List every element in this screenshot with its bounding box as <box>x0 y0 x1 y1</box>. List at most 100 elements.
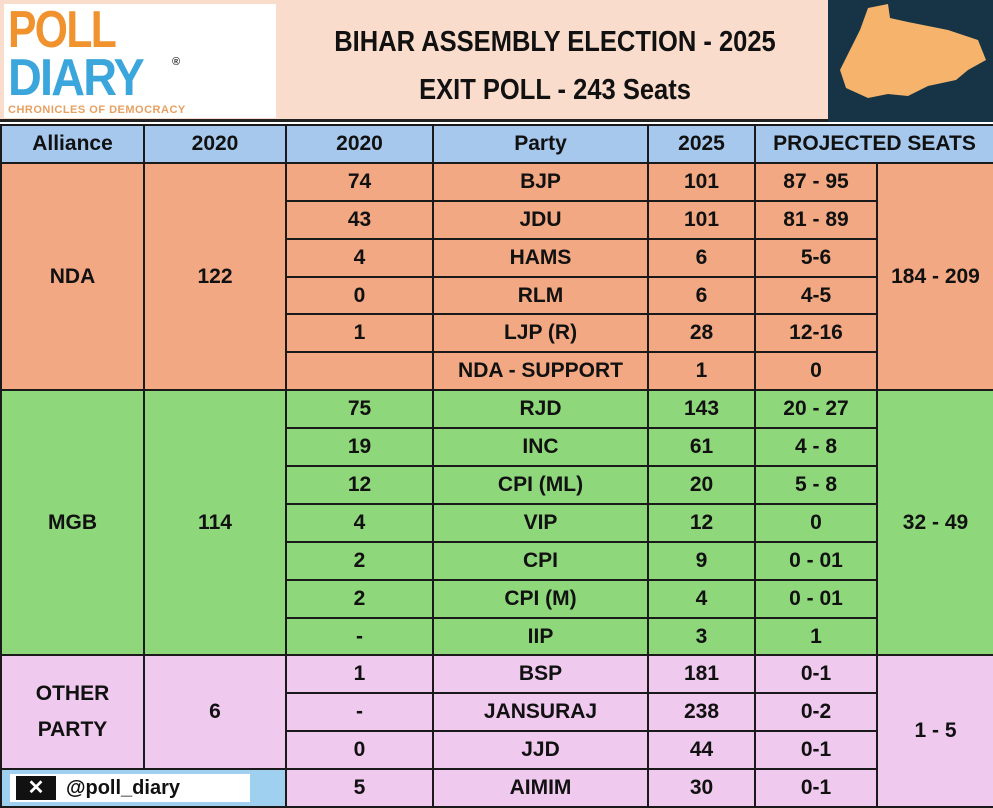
party-projected: 81 - 89 <box>754 199 878 240</box>
table-row: 4 VIP 12 0 <box>1 502 993 543</box>
table-row: 1 LJP (R) 28 12-16 <box>1 313 993 354</box>
logo-tagline: CHRONICLES OF DEMOCRACY <box>8 104 186 116</box>
col-2025: 2025 <box>647 124 756 164</box>
party-2020-seats: 1 <box>285 654 434 695</box>
party-2025-contest: 9 <box>647 540 756 581</box>
party-2025-contest: 12 <box>647 502 756 543</box>
party-2025-contest: 1 <box>647 351 756 392</box>
party-2020-seats: - <box>285 616 434 657</box>
party-projected: 0-2 <box>754 692 878 733</box>
header-banner: POLL DIARY ® CHRONICLES OF DEMOCRACY BIH… <box>0 0 993 122</box>
table-row: 43 JDU 101 81 - 89 <box>1 199 993 240</box>
party-2020-seats: 19 <box>285 427 434 468</box>
col-2020-party: 2020 <box>285 124 434 164</box>
party-name: CPI (ML) <box>432 465 649 505</box>
table-row: ✕ @poll_diary 5 AIMIM 30 0-1 <box>0 768 993 808</box>
twitter-handle[interactable]: ✕ @poll_diary <box>0 768 287 808</box>
party-2020-seats: 2 <box>285 578 434 619</box>
party-projected: 87 - 95 <box>754 161 878 202</box>
party-projected: 20 - 27 <box>754 389 878 430</box>
registered-mark: ® <box>172 56 181 68</box>
party-projected: 1 <box>754 616 878 657</box>
table-row: OTHER PARTY 6 1 BSP 181 0-1 1 - 5 <box>0 654 993 808</box>
party-2020-seats: 4 <box>285 237 434 278</box>
party-2025-contest: 238 <box>647 692 756 733</box>
alliance-2020-seats: 122 <box>143 161 287 392</box>
exit-poll-table: Alliance 2020 2020 Party 2025 PROJECTED … <box>0 124 993 808</box>
party-name: CPI (M) <box>432 578 649 619</box>
alliance-name: MGB <box>0 389 145 657</box>
party-2025-contest: 3 <box>647 616 756 657</box>
party-projected: 0 - 01 <box>754 540 878 581</box>
party-2025-contest: 4 <box>647 578 756 619</box>
party-projected: 0-1 <box>754 654 878 695</box>
party-projected: 0 <box>754 502 878 543</box>
subtitle-line: EXIT POLL - 243 Seats <box>419 74 691 106</box>
party-2025-contest: 28 <box>647 313 756 354</box>
alliance-name: NDA <box>0 161 145 392</box>
party-projected: 0 - 01 <box>754 578 878 619</box>
x-logo-icon: ✕ <box>16 776 56 801</box>
party-2025-contest: 101 <box>647 161 756 202</box>
party-2020-seats: 0 <box>285 730 434 771</box>
party-2020-seats: 4 <box>285 502 434 543</box>
party-2025-contest: 6 <box>647 275 756 316</box>
party-name: IIP <box>432 616 649 657</box>
col-alliance: Alliance <box>0 124 145 164</box>
party-projected: 0-1 <box>754 768 878 808</box>
party-2020-seats: 75 <box>285 389 434 430</box>
alliance-2020-seats: 114 <box>143 389 287 657</box>
party-name: AIMIM <box>432 768 649 808</box>
party-projected: 5-6 <box>754 237 878 278</box>
bihar-map-icon <box>828 0 993 122</box>
party-projected: 4 - 8 <box>754 427 878 468</box>
alliance-projected-total: 184 - 209 <box>876 161 993 392</box>
party-2025-contest: 61 <box>647 427 756 468</box>
party-2025-contest: 6 <box>647 237 756 278</box>
party-name: VIP <box>432 502 649 543</box>
party-name: CPI <box>432 540 649 581</box>
logo-text: POLL <box>8 1 117 59</box>
handle-text: @poll_diary <box>66 776 180 799</box>
alliance-projected-total: 1 - 5 <box>876 654 993 808</box>
logo-text: DIARY <box>8 49 145 107</box>
party-2025-contest: 143 <box>647 389 756 430</box>
party-2020-seats: 74 <box>285 161 434 202</box>
col-projected: PROJECTED SEATS <box>754 124 993 164</box>
poll-diary-logo: POLL DIARY ® CHRONICLES OF DEMOCRACY <box>4 4 276 118</box>
table-row: - JANSURAJ 238 0-2 <box>1 692 993 733</box>
table-row: 19 INC 61 4 - 8 <box>1 427 993 468</box>
party-name: JJD <box>432 730 649 771</box>
party-name: INC <box>432 427 649 468</box>
title-line: BIHAR ASSEMBLY ELECTION - 2025 <box>334 26 776 58</box>
alliance-projected-total: 32 - 49 <box>876 389 993 657</box>
party-2025-contest: 101 <box>647 199 756 240</box>
party-name: BSP <box>432 654 649 695</box>
party-projected: 0 <box>754 351 878 392</box>
party-2025-contest: 20 <box>647 465 756 505</box>
table-header-row: Alliance 2020 2020 Party 2025 PROJECTED … <box>0 124 993 164</box>
party-name: RLM <box>432 275 649 316</box>
party-projected: 12-16 <box>754 313 878 354</box>
party-name: RJD <box>432 389 649 430</box>
table-row: NDA 122 74 BJP 101 87 - 95 184 - 209 <box>0 161 993 392</box>
col-party: Party <box>432 124 649 164</box>
party-name: BJP <box>432 161 649 202</box>
party-2020-seats: 12 <box>285 465 434 505</box>
party-2025-contest: 30 <box>647 768 756 808</box>
party-name: HAMS <box>432 237 649 278</box>
party-name: LJP (R) <box>432 313 649 354</box>
party-2020-seats: 5 <box>285 768 434 808</box>
alliance-2020-seats: 6 <box>143 654 287 771</box>
party-name: NDA - SUPPORT <box>432 351 649 392</box>
party-2020-seats: 0 <box>285 275 434 316</box>
party-2020-seats: 2 <box>285 540 434 581</box>
party-2025-contest: 181 <box>647 654 756 695</box>
party-name: JANSURAJ <box>432 692 649 733</box>
party-2020-seats <box>285 351 434 392</box>
party-projected: 5 - 8 <box>754 465 878 505</box>
party-2020-seats: - <box>285 692 434 733</box>
party-projected: 4-5 <box>754 275 878 316</box>
table-row: 0 JJD 44 0-1 <box>1 730 993 771</box>
party-2020-seats: 43 <box>285 199 434 240</box>
